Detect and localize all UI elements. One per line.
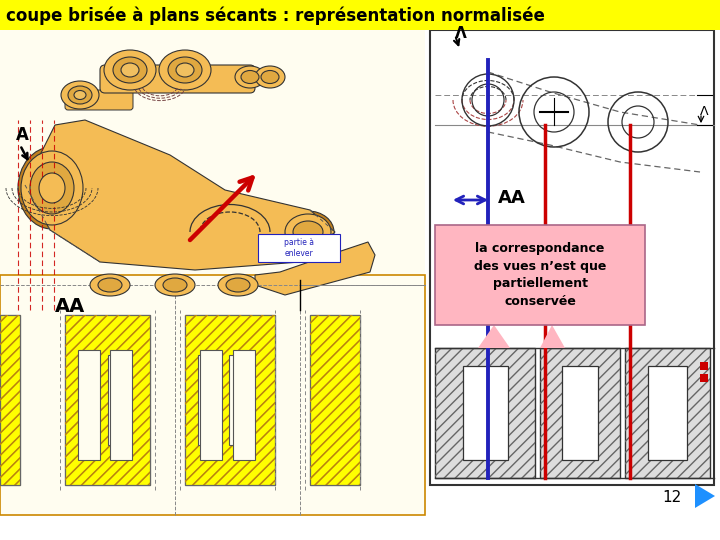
Bar: [198, 355, 219, 445]
Polygon shape: [25, 120, 335, 270]
Ellipse shape: [121, 63, 139, 77]
Text: AA: AA: [55, 297, 85, 316]
Ellipse shape: [235, 66, 265, 88]
Ellipse shape: [104, 50, 156, 90]
Ellipse shape: [218, 274, 258, 296]
Ellipse shape: [163, 278, 187, 292]
Ellipse shape: [113, 57, 147, 83]
Ellipse shape: [176, 63, 194, 77]
Bar: [233, 350, 255, 460]
Bar: [78, 355, 98, 445]
FancyBboxPatch shape: [100, 65, 255, 93]
Bar: [625, 348, 710, 478]
Ellipse shape: [282, 211, 334, 253]
Ellipse shape: [261, 71, 279, 84]
Ellipse shape: [168, 57, 202, 83]
Bar: [430, 30, 714, 485]
Ellipse shape: [98, 278, 122, 292]
Ellipse shape: [39, 173, 65, 203]
Bar: [0, 315, 20, 485]
Bar: [0, 315, 20, 485]
Text: la correspondance
des vues n’est que
partiellement
conservée: la correspondance des vues n’est que par…: [474, 242, 606, 308]
Bar: [65, 315, 150, 485]
Bar: [435, 348, 535, 478]
Bar: [310, 315, 360, 485]
Ellipse shape: [18, 147, 86, 229]
Bar: [65, 315, 150, 485]
Bar: [540, 348, 620, 478]
Bar: [185, 315, 275, 485]
Ellipse shape: [74, 91, 86, 99]
Ellipse shape: [68, 86, 92, 104]
FancyBboxPatch shape: [65, 90, 133, 110]
Bar: [78, 350, 100, 460]
Ellipse shape: [285, 214, 331, 250]
Text: 12: 12: [662, 489, 682, 504]
Bar: [310, 315, 360, 485]
Bar: [65, 315, 150, 485]
Ellipse shape: [61, 81, 99, 109]
Bar: [0, 315, 20, 485]
Bar: [65, 315, 150, 485]
Text: Λ: Λ: [700, 105, 708, 118]
Ellipse shape: [21, 151, 83, 225]
Ellipse shape: [241, 71, 259, 84]
Polygon shape: [478, 325, 510, 348]
Text: Λ: Λ: [455, 26, 467, 41]
Bar: [110, 350, 132, 460]
Bar: [229, 355, 250, 445]
Bar: [310, 315, 360, 485]
Ellipse shape: [226, 278, 250, 292]
Bar: [540, 348, 620, 478]
Bar: [435, 348, 535, 478]
Text: A: A: [16, 126, 29, 144]
Bar: [200, 350, 222, 460]
Bar: [0, 30, 425, 515]
Polygon shape: [540, 325, 565, 348]
Text: partie à
enlever: partie à enlever: [284, 238, 314, 258]
Text: coupe brisée à plans sécants : représentation normalisée: coupe brisée à plans sécants : représent…: [6, 6, 545, 25]
Bar: [108, 355, 128, 445]
Ellipse shape: [30, 162, 74, 214]
Bar: [0, 0, 720, 30]
Bar: [185, 315, 275, 485]
Bar: [435, 225, 645, 325]
Bar: [185, 315, 275, 485]
FancyBboxPatch shape: [258, 234, 340, 262]
Text: AA: AA: [498, 189, 526, 207]
Ellipse shape: [159, 50, 211, 90]
Bar: [185, 315, 275, 485]
Bar: [625, 348, 710, 478]
Bar: [0, 315, 20, 485]
Ellipse shape: [155, 274, 195, 296]
Polygon shape: [695, 484, 715, 508]
Ellipse shape: [255, 66, 285, 88]
Ellipse shape: [293, 221, 323, 243]
Ellipse shape: [90, 274, 130, 296]
Bar: [562, 366, 598, 460]
Polygon shape: [255, 242, 375, 295]
Bar: [310, 315, 360, 485]
Bar: [649, 366, 687, 460]
Bar: [462, 366, 508, 460]
Bar: [0, 275, 425, 515]
